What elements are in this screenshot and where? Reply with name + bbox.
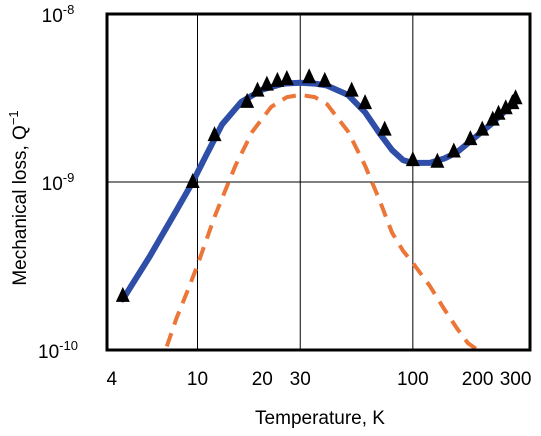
y-axis-label: Mechanical loss, Q−1 (6, 110, 31, 285)
data-point-marker (446, 142, 461, 158)
data-point-marker (508, 89, 523, 105)
grid-lines (107, 14, 530, 350)
data-point-marker (430, 152, 445, 168)
plot-frame (105, 12, 532, 352)
y-tick-labels: 10-10 10-9 10-8 (38, 2, 78, 363)
x-tick-label: 30 (290, 369, 311, 390)
fit-line (119, 79, 519, 303)
x-tick-label: 200 (462, 369, 494, 390)
x-tick-label: 100 (397, 369, 429, 390)
y-axis-label-text: Mechanical loss, Q (10, 125, 31, 286)
y-tick-label: 10-10 (38, 338, 78, 363)
x-tick-label: 300 (500, 369, 532, 390)
data-point-marker (185, 173, 200, 188)
data-point-marker (279, 70, 294, 86)
data-point-marker (344, 81, 359, 97)
y-tick-label: 10-9 (42, 170, 75, 195)
data-point-marker (302, 68, 317, 84)
data-point-marker (207, 126, 222, 142)
data-point-marker (475, 120, 490, 136)
data-point-marker (377, 120, 392, 136)
data-point-marker (498, 99, 513, 115)
component-dashed-line (164, 92, 479, 352)
x-axis-label: Temperature, K (255, 408, 385, 429)
series-layer (115, 68, 523, 352)
data-point-marker (317, 71, 332, 87)
x-tick-label: 4 (107, 369, 118, 390)
data-point-marker (240, 92, 255, 108)
data-point-marker (250, 81, 265, 97)
x-tick-label: 10 (187, 369, 208, 390)
data-point-marker (463, 130, 478, 146)
data-point-marker (491, 104, 506, 120)
y-tick-label: 10-8 (42, 2, 75, 27)
data-point-marker (259, 75, 274, 91)
x-tick-labels: 4 10 20 30 100 200 300 (107, 369, 532, 390)
x-tick-label: 20 (252, 369, 273, 390)
data-point-marker (115, 286, 130, 302)
data-point-marker (358, 94, 373, 110)
y-axis-label-superscript: −1 (6, 110, 21, 125)
data-point-marker (405, 151, 420, 167)
